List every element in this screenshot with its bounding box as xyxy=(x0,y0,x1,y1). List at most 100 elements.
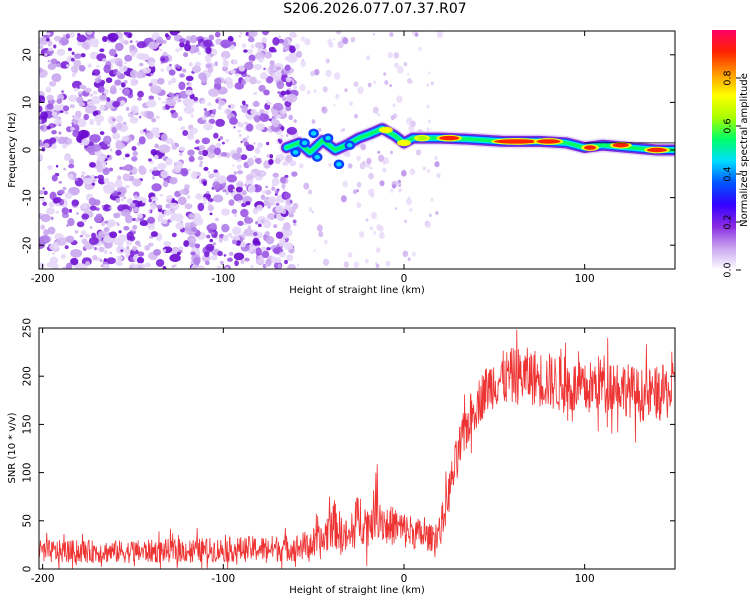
noise-blob xyxy=(145,102,152,107)
noise-blob xyxy=(241,43,247,48)
noise-blob xyxy=(203,107,207,112)
noise-blob xyxy=(51,129,57,135)
noise-blob xyxy=(366,157,372,165)
noise-blob xyxy=(247,157,255,167)
noise-blob xyxy=(175,222,184,230)
noise-blob xyxy=(171,232,177,238)
snr-ytick-label: 50 xyxy=(22,514,34,527)
noise-blob xyxy=(163,209,172,216)
noise-blob xyxy=(208,173,215,179)
noise-blob xyxy=(77,118,87,128)
signal-onset-blob xyxy=(344,140,356,150)
noise-blob xyxy=(389,84,392,87)
noise-blob xyxy=(263,89,270,96)
colorbar-tick-label: 0.0 xyxy=(722,262,733,277)
noise-blob xyxy=(357,86,364,94)
noise-blob xyxy=(356,181,362,188)
signal-hotspot xyxy=(439,135,460,141)
noise-blob xyxy=(63,167,66,171)
noise-blob xyxy=(123,196,126,200)
noise-blob xyxy=(256,204,263,212)
noise-blob xyxy=(379,180,385,187)
noise-blob xyxy=(318,127,322,132)
noise-blob xyxy=(91,95,101,105)
noise-blob xyxy=(314,68,320,76)
noise-blob xyxy=(161,218,168,225)
noise-blob xyxy=(209,222,217,230)
noise-blob xyxy=(66,138,73,145)
noise-blob xyxy=(101,57,107,62)
noise-blob xyxy=(189,127,198,134)
noise-blob xyxy=(209,212,213,216)
noise-blob xyxy=(275,205,284,214)
noise-blob xyxy=(272,102,284,112)
noise-blob xyxy=(173,165,182,173)
noise-blob xyxy=(255,80,262,85)
noise-blob xyxy=(213,81,222,91)
noise-blob xyxy=(195,193,203,200)
noise-blob xyxy=(51,73,62,83)
noise-blob xyxy=(103,204,110,210)
noise-blob xyxy=(68,163,75,169)
noise-blob xyxy=(406,72,410,76)
noise-blob xyxy=(189,237,197,243)
noise-blob xyxy=(97,174,104,180)
noise-blob xyxy=(103,88,109,95)
noise-blob xyxy=(155,36,164,45)
noise-blob xyxy=(169,253,181,263)
noise-blob xyxy=(208,118,216,125)
noise-blob xyxy=(106,257,116,265)
noise-blob xyxy=(236,147,243,154)
noise-blob xyxy=(244,61,254,71)
noise-blob xyxy=(397,179,402,184)
noise-blob xyxy=(291,171,298,177)
noise-blob xyxy=(255,123,265,131)
noise-blob xyxy=(282,188,286,191)
noise-blob xyxy=(65,33,71,39)
noise-blob xyxy=(102,166,106,170)
noise-blob xyxy=(136,256,145,264)
noise-blob xyxy=(113,221,116,226)
noise-blob xyxy=(389,150,393,155)
noise-blob xyxy=(268,159,274,166)
noise-blob xyxy=(353,81,359,88)
noise-blob xyxy=(254,41,264,49)
noise-blob xyxy=(283,192,291,200)
noise-blob xyxy=(377,150,381,155)
noise-blob xyxy=(88,38,100,47)
noise-blob xyxy=(137,97,142,101)
noise-blob xyxy=(97,247,100,251)
noise-blob xyxy=(221,223,230,233)
noise-blob xyxy=(94,77,100,84)
noise-blob xyxy=(207,154,211,158)
noise-blob xyxy=(94,247,97,251)
noise-blob xyxy=(177,116,183,122)
noise-blob xyxy=(261,37,268,44)
noise-blob xyxy=(43,50,48,54)
noise-blob xyxy=(193,256,201,266)
noise-blob xyxy=(373,231,377,235)
noise-blob xyxy=(229,117,238,125)
noise-blob xyxy=(111,126,117,134)
noise-blob xyxy=(124,54,133,62)
noise-blob xyxy=(136,41,147,49)
noise-blob xyxy=(124,88,129,93)
noise-blob xyxy=(289,160,297,167)
noise-blob xyxy=(89,94,94,97)
noise-blob xyxy=(115,149,122,156)
noise-blob xyxy=(304,38,311,46)
noise-blob xyxy=(65,262,73,269)
noise-blob xyxy=(148,209,152,213)
noise-blob xyxy=(123,66,128,71)
noise-blob xyxy=(334,72,341,80)
noise-blob xyxy=(220,39,232,49)
noise-blob xyxy=(178,46,183,51)
noise-blob xyxy=(150,85,162,94)
noise-blob xyxy=(238,35,242,38)
noise-blob xyxy=(325,58,330,64)
noise-blob xyxy=(148,242,154,247)
noise-blob xyxy=(47,62,57,71)
noise-blob xyxy=(392,113,398,119)
noise-blob xyxy=(179,189,186,195)
noise-blob xyxy=(150,196,159,204)
